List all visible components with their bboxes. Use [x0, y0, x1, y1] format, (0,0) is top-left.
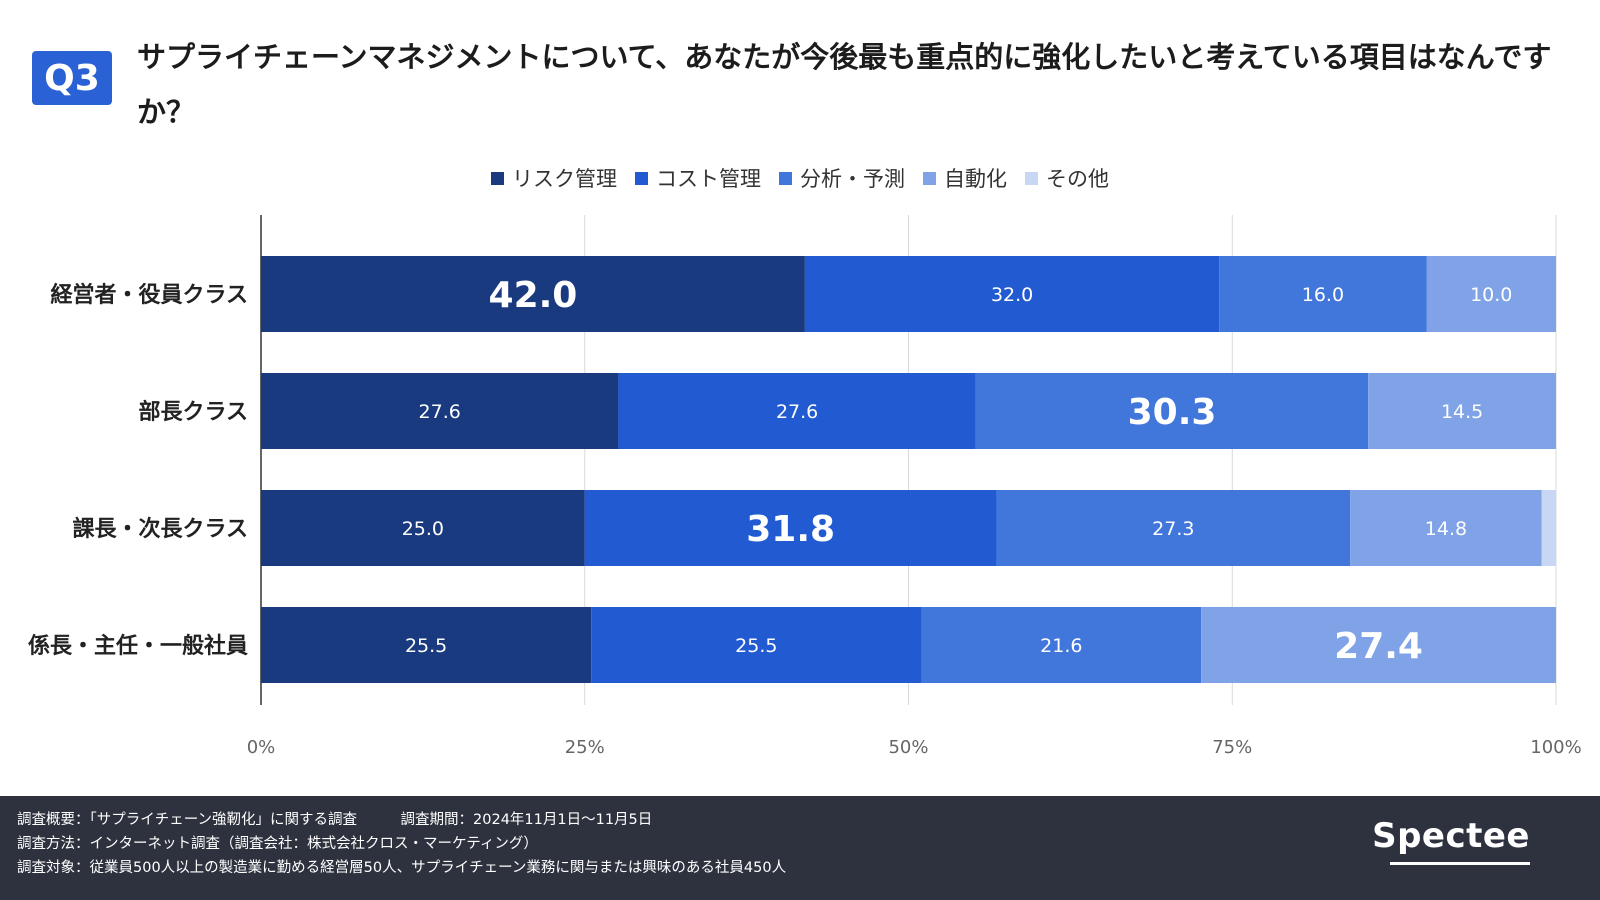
footer-survey-target: 調査対象：従業員500人以上の製造業に勤める経営層50人、サプライチェーン業務に…: [17, 860, 787, 876]
bar-segment-1-3: [1368, 373, 1556, 449]
legend-label-1: コスト管理: [656, 167, 761, 191]
bar-segment-2-0: [261, 490, 585, 566]
x-tick-label-4: 100%: [1530, 737, 1581, 758]
data-label-3-3: 27.4: [1334, 626, 1423, 667]
x-tick-label-0: 0%: [247, 737, 276, 758]
x-tick-label-2: 50%: [888, 737, 928, 758]
legend-item-3: 自動化: [923, 163, 1007, 193]
data-label-2-2: 27.3: [1152, 518, 1194, 540]
data-label-2-3: 14.8: [1425, 518, 1467, 540]
bar-segment-1-0: [261, 373, 619, 449]
category-label-2: 課長・次長クラス: [72, 516, 248, 542]
data-label-0-3: 10.0: [1470, 284, 1512, 306]
data-label-0-1: 32.0: [991, 284, 1033, 306]
footer-survey-method: 調査方法：インターネット調査（調査会社：株式会社クロス・マーケティング）: [17, 836, 538, 852]
bar-segment-1-2: [975, 373, 1369, 449]
bar-segment-2-3: [1350, 490, 1542, 566]
legend-label-0: リスク管理: [512, 167, 617, 191]
question-title: サプライチェーンマネジメントについて、あなたが今後最も重点的に強化したいと考えて…: [137, 40, 1552, 129]
data-label-1-3: 14.5: [1441, 401, 1483, 423]
legend-swatch-0: [491, 171, 504, 185]
legend-item-1: コスト管理: [635, 163, 761, 193]
category-label-1: 部長クラス: [138, 399, 248, 425]
bar-segment-3-3: [1201, 607, 1556, 683]
data-label-3-2: 21.6: [1040, 635, 1082, 657]
legend-item-0: リスク管理: [491, 163, 617, 193]
footer: 調査概要：「サプライチェーン強靭化」に関する調査 調査期間：2024年11月1日…: [0, 796, 1600, 900]
legend-item-2: 分析・予測: [779, 163, 905, 193]
bar-segment-2-4: [1541, 490, 1556, 566]
legend-label-4: その他: [1046, 167, 1109, 191]
data-label-1-1: 27.6: [776, 401, 818, 423]
chart-legend: リスク管理 コスト管理 分析・予測 自動化 その他: [0, 163, 1600, 193]
bar-segment-1-1: [618, 373, 976, 449]
data-label-1-0: 27.6: [419, 401, 461, 423]
bar-segment-0-1: [804, 256, 1220, 332]
bar-segment-0-3: [1426, 256, 1556, 332]
data-label-0-2: 16.0: [1302, 284, 1344, 306]
x-tick-label-3: 75%: [1212, 737, 1252, 758]
category-label-0: 経営者・役員クラス: [50, 282, 248, 308]
data-label-2-0: 25.0: [402, 518, 444, 540]
legend-label-3: 自動化: [944, 167, 1007, 191]
stacked-bar-chart: 0% 25% 50% 75% 100% 経営者・役員クラス 42.0 32.0 16.0 10.0…: [28, 215, 1582, 758]
data-label-1-2: 30.3: [1128, 392, 1217, 433]
footer-survey-overview: 調査概要：「サプライチェーン強靭化」に関する調査 調査期間：2024年11月1日…: [17, 812, 653, 828]
legend-swatch-4: [1025, 171, 1038, 185]
legend-label-2: 分析・予測: [800, 167, 905, 191]
bar-segment-0-2: [1219, 256, 1427, 332]
bar-segment-2-1: [584, 490, 997, 566]
x-tick-label-1: 25%: [565, 737, 605, 758]
legend-item-4: その他: [1025, 163, 1109, 193]
data-label-3-0: 25.5: [405, 635, 447, 657]
data-label-2-1: 31.8: [746, 509, 835, 550]
question-badge: Q3: [32, 51, 112, 105]
legend-swatch-3: [923, 171, 936, 185]
spectee-logo: Spectee: [1372, 816, 1530, 856]
bar-segment-3-1: [591, 607, 922, 683]
data-label-3-1: 25.5: [735, 635, 777, 657]
logo-underline: [1390, 862, 1530, 865]
category-label-3: 係長・主任・一般社員: [28, 633, 248, 659]
bar-segment-2-2: [996, 490, 1351, 566]
legend-swatch-2: [779, 171, 792, 185]
bar-segment-3-0: [261, 607, 592, 683]
legend-swatch-1: [635, 171, 648, 185]
bar-segment-0-0: [261, 256, 805, 332]
data-label-0-0: 42.0: [489, 275, 578, 316]
bar-segment-3-2: [921, 607, 1202, 683]
